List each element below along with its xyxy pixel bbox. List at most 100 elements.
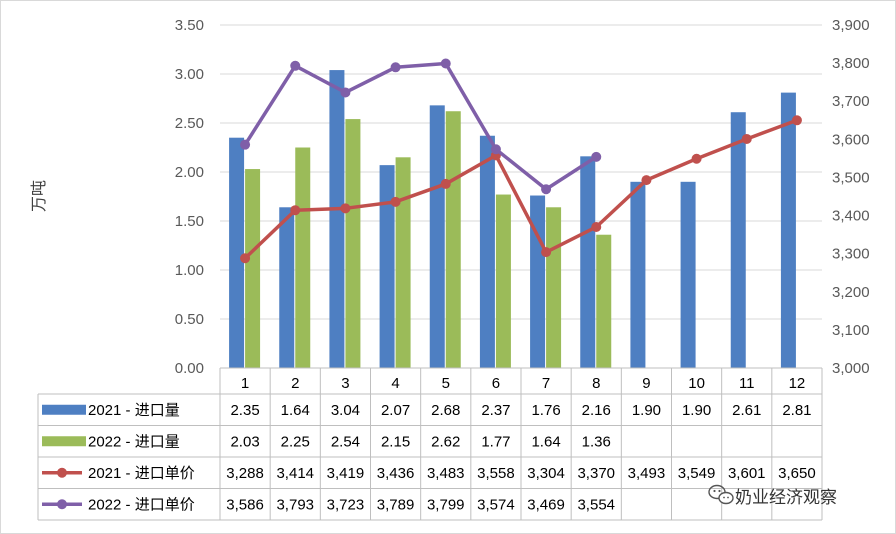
y2-tick-label: 3,100 (832, 322, 870, 339)
legend-key-marker (57, 499, 67, 510)
data-point (240, 139, 251, 150)
x-tick-label: 6 (492, 375, 500, 392)
x-tick-label: 9 (642, 375, 650, 392)
x-tick-label: 1 (241, 375, 249, 392)
bar (429, 105, 445, 369)
data-label: 3,723 (327, 496, 365, 513)
data-label: 2.62 (431, 433, 460, 450)
bar (279, 207, 295, 368)
y-tick-label: 3.00 (175, 66, 204, 83)
data-label: 2.03 (230, 433, 259, 450)
legend-label: 2022 - 进口量 (88, 433, 180, 450)
data-label: 3,469 (527, 496, 565, 513)
bar (495, 194, 511, 368)
data-point (290, 60, 301, 71)
y-tick-label: 1.50 (175, 213, 204, 230)
y2-tick-label: 3,500 (832, 169, 870, 186)
x-tick-label: 3 (341, 375, 349, 392)
y-tick-label: 1.00 (175, 262, 204, 279)
data-point (340, 203, 351, 214)
data-point (591, 221, 602, 232)
y2-tick-label: 3,700 (832, 93, 870, 110)
series-line (243, 118, 798, 260)
y2-tick-label: 3,400 (832, 208, 870, 225)
bar (395, 157, 411, 368)
bar (546, 207, 562, 368)
y2-tick-label: 3,900 (832, 17, 870, 34)
data-label: 2.25 (281, 433, 310, 450)
y2-tick-label: 3,200 (832, 284, 870, 301)
x-tick-label: 2 (291, 375, 299, 392)
x-tick-label: 4 (391, 375, 399, 392)
wechat-icon (708, 484, 734, 505)
y-tick-label: 2.50 (175, 115, 204, 132)
bar (730, 112, 746, 368)
bar (596, 234, 612, 368)
data-label: 3,304 (527, 465, 565, 482)
data-label: 1.90 (682, 402, 711, 419)
data-point (691, 153, 702, 164)
bar (245, 169, 261, 368)
bar (780, 92, 796, 369)
data-label: 3,414 (276, 465, 314, 482)
bar (229, 137, 245, 368)
x-tick-label: 7 (542, 375, 550, 392)
legend-key (42, 404, 86, 415)
y2-tick-label: 3,800 (832, 55, 870, 72)
lines (240, 58, 802, 264)
watermark-text: 奶业经济观察 (735, 488, 837, 508)
data-label: 1.90 (632, 402, 661, 419)
y-axis-label: 万吨 (29, 180, 48, 212)
data-label: 3,586 (226, 496, 264, 513)
bar (630, 181, 646, 368)
legend-key-marker (57, 467, 67, 478)
data-point (541, 184, 552, 195)
axes: 0.00 0.50 1.00 1.50 2.00 2.50 3.00 3.50 3,000 3,1… (175, 17, 870, 377)
data-label: 3,601 (728, 465, 766, 482)
y-tick-label: 0.00 (175, 360, 204, 377)
y-tick-label: 3.50 (175, 17, 204, 34)
data-point (340, 87, 351, 98)
data-point (741, 133, 752, 144)
x-tick-label: 12 (789, 375, 806, 392)
legend-label: 2021 - 进口量 (88, 402, 180, 419)
data-label: 3,799 (427, 496, 465, 513)
data-label: 3,793 (276, 496, 314, 513)
data-point (591, 151, 602, 162)
x-tick-label: 5 (442, 375, 450, 392)
legend-label: 2022 - 进口单价 (88, 496, 195, 513)
data-label: 2.54 (331, 433, 360, 450)
grid (220, 24, 822, 320)
data-label: 3,558 (477, 465, 515, 482)
data-label: 1.76 (531, 402, 560, 419)
data-label: 1.36 (582, 433, 611, 450)
y2-tick-label: 3,300 (832, 246, 870, 263)
data-point (641, 175, 652, 186)
series-line (243, 61, 598, 192)
data-label: 3,370 (577, 465, 615, 482)
data-label: 3,574 (477, 496, 515, 513)
x-tick-label: 11 (739, 375, 755, 392)
y2-tick-label: 3,600 (832, 131, 870, 148)
data-label: 3,419 (327, 465, 365, 482)
legend-key (42, 436, 86, 447)
data-point (240, 253, 251, 264)
data-label: 1.64 (531, 433, 560, 450)
data-label: 2.37 (481, 402, 510, 419)
data-label: 2.61 (732, 402, 761, 419)
x-tick-label: 8 (592, 375, 600, 392)
watermark: 奶业经济观察 (708, 484, 837, 508)
data-label: 2.16 (582, 402, 611, 419)
data-label: 3,789 (377, 496, 415, 513)
data-label: 2.68 (431, 402, 460, 419)
bars (229, 70, 796, 369)
data-label: 3,493 (628, 465, 666, 482)
bar (345, 119, 361, 368)
bar (379, 165, 395, 368)
data-label: 3,650 (778, 465, 816, 482)
bar (479, 135, 495, 368)
data-point (390, 62, 401, 73)
